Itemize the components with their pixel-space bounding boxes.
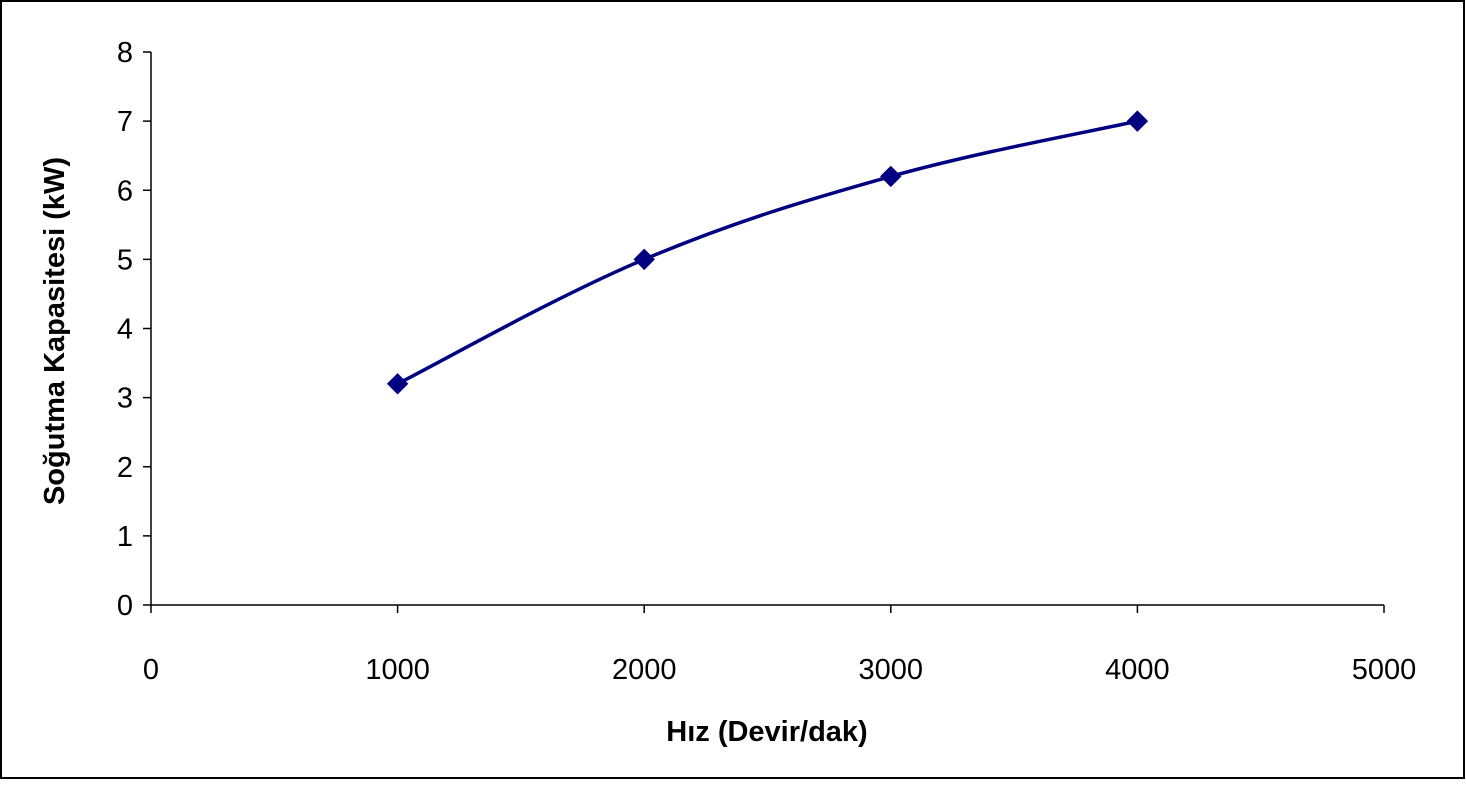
y-tick-label: 3: [117, 383, 133, 415]
x-tick-label: 5000: [1352, 654, 1417, 686]
x-tick-label: 3000: [859, 654, 924, 686]
x-axis-title: Hız (Devir/dak): [666, 716, 867, 748]
y-tick-label: 0: [117, 590, 133, 622]
y-tick-label: 2: [117, 452, 133, 484]
data-point: [633, 248, 655, 271]
x-tick-label: 1000: [365, 654, 430, 686]
y-tick-label: 5: [117, 244, 133, 276]
y-tick-label: 1: [117, 521, 133, 553]
y-tick-label: 4: [117, 314, 133, 346]
series-line: [396, 119, 1138, 386]
x-tick-label: 2000: [612, 654, 677, 686]
y-tick-label: 7: [117, 106, 133, 138]
axes: [143, 51, 1385, 613]
data-point: [1126, 110, 1149, 132]
x-tick-label: 4000: [1105, 654, 1170, 686]
y-tick-label: 6: [117, 175, 133, 207]
y-axis-title: Soğutma Kapasitesi (kW): [39, 157, 71, 505]
y-tick-label: 8: [117, 37, 133, 69]
series-layer: [386, 110, 1149, 395]
tick-labels: 0 1000 2000 3000 4000 5000 0 1 2 3 4 5 6 7 8: [117, 37, 1416, 686]
x-tick-label: 0: [143, 654, 159, 686]
data-point: [880, 165, 902, 188]
data-point: [386, 373, 409, 395]
